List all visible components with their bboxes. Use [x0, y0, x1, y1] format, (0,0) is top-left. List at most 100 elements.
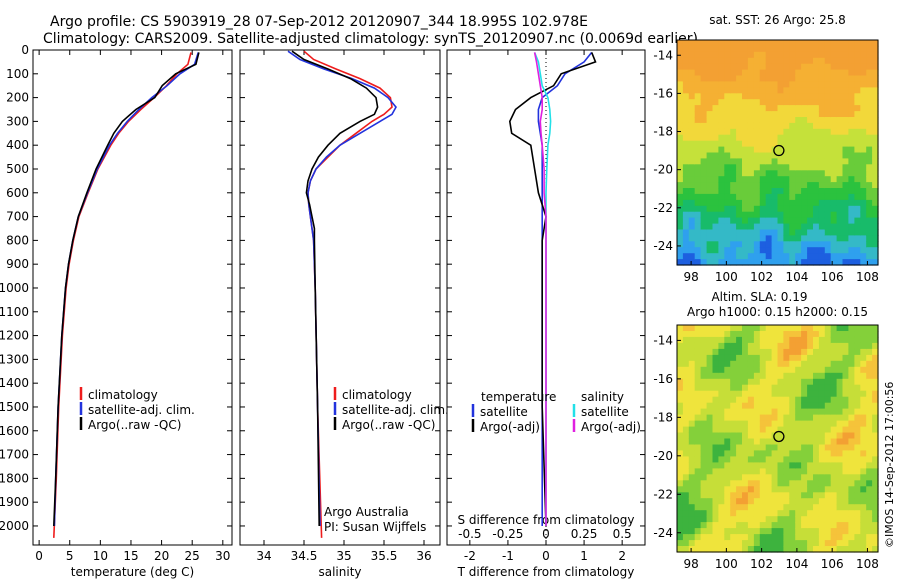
map-cell — [688, 384, 696, 392]
map-cell — [682, 504, 690, 511]
map-cell — [813, 158, 820, 165]
map-cell — [765, 199, 773, 207]
map-cell — [854, 63, 861, 71]
map-cell — [872, 69, 879, 77]
map-cell — [795, 414, 802, 422]
map-cell — [765, 432, 773, 440]
map-cell — [706, 69, 714, 77]
map-cell — [724, 468, 731, 475]
map-cell — [700, 69, 708, 77]
map-cell — [706, 354, 714, 362]
map-cell — [866, 134, 873, 142]
map-cell — [795, 546, 802, 553]
map-cell — [801, 152, 808, 159]
map-cell — [753, 390, 761, 398]
map-cell — [801, 241, 808, 248]
map-cell — [742, 164, 749, 171]
map-cell — [830, 546, 838, 553]
map-cell — [677, 182, 684, 189]
map-cell — [724, 498, 731, 505]
map-cell — [747, 408, 755, 416]
map-cell — [836, 134, 844, 142]
map-cell — [747, 498, 755, 505]
map-cell — [783, 378, 790, 386]
map-cell — [830, 384, 838, 392]
map-cell — [724, 199, 731, 207]
map-cell — [783, 51, 790, 59]
map-cell — [824, 480, 832, 487]
map-cell — [706, 432, 714, 440]
map-cell — [848, 450, 855, 457]
map-cell — [747, 57, 755, 65]
map-cell — [872, 57, 879, 65]
map-cell — [706, 193, 714, 201]
map-cell — [789, 462, 796, 469]
map-cell — [842, 170, 849, 177]
map-cell — [854, 45, 861, 53]
map-cell — [830, 259, 838, 266]
map-cell — [860, 390, 867, 398]
map-cell — [783, 450, 790, 457]
map-cell — [718, 69, 725, 77]
map-cell — [813, 510, 820, 517]
map-cell — [836, 480, 844, 487]
map-cell — [706, 534, 714, 541]
map-cell — [677, 75, 684, 82]
map-cell — [700, 378, 708, 386]
map-cell — [730, 480, 737, 487]
map-cell — [771, 170, 779, 177]
map-cell — [694, 498, 702, 505]
map-cell — [872, 342, 879, 350]
map-cell — [824, 372, 832, 380]
map-cell — [801, 360, 808, 368]
map-cell — [688, 348, 696, 356]
map-cell — [765, 99, 773, 106]
map-cell — [783, 235, 790, 242]
legend-label: satellite-adj. clim. — [342, 403, 449, 417]
map-cell — [730, 105, 737, 112]
map-cell — [795, 193, 802, 201]
map-cell — [789, 342, 796, 350]
map-cell — [842, 438, 849, 446]
map-cell — [836, 253, 844, 260]
map-cell — [842, 372, 849, 380]
legend-label: climatology — [342, 388, 412, 402]
map-cell — [706, 420, 714, 428]
map-cell — [830, 188, 838, 195]
map-cell — [700, 402, 708, 410]
map-cell — [747, 390, 755, 398]
map-cell — [688, 128, 696, 136]
map-cell — [801, 235, 808, 242]
map-cell — [842, 247, 849, 254]
map-cell — [848, 253, 855, 260]
map-cell — [753, 63, 761, 71]
map-cell — [836, 540, 844, 547]
map-cell — [706, 366, 714, 374]
map-cell — [854, 480, 861, 487]
map-cell — [688, 360, 696, 368]
map-cell — [872, 396, 879, 404]
map-cell — [872, 426, 879, 434]
map-cell — [783, 158, 790, 165]
map-cell — [854, 247, 861, 254]
map-cell — [854, 40, 861, 47]
map-cell — [872, 432, 879, 440]
map-cell — [783, 504, 790, 511]
map-cell — [813, 176, 820, 183]
map-cell — [712, 456, 719, 463]
map-cell — [824, 331, 832, 338]
map-cell — [753, 396, 761, 404]
map-cell — [682, 372, 690, 380]
map-cell — [807, 235, 814, 242]
map-cell — [813, 426, 820, 434]
map-cell — [872, 498, 879, 505]
map-cell — [724, 426, 731, 434]
map-title-line-2: Argo h1000: 0.15 h2000: 0.15 — [687, 305, 868, 319]
map-cell — [813, 193, 820, 201]
map-cell — [783, 146, 790, 154]
map-cell — [688, 241, 696, 248]
map-cell — [801, 492, 808, 499]
map-cell — [706, 57, 714, 65]
map-cell — [872, 152, 879, 159]
